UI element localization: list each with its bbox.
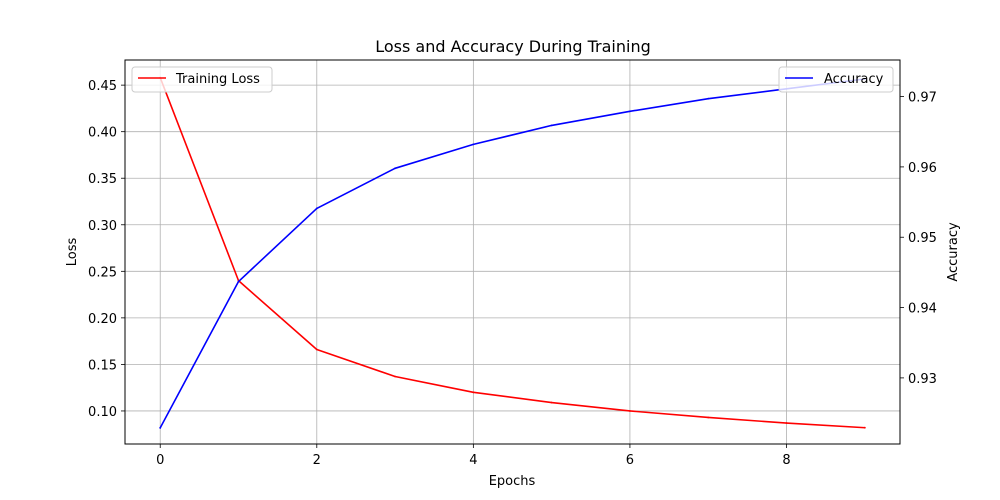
left-y-tick-label: 0.40 — [88, 126, 117, 141]
series-line-training-loss — [159, 76, 866, 429]
right-y-tick-label: 0.97 — [908, 91, 937, 106]
data-point-training-loss — [394, 375, 396, 378]
data-point-accuracy — [707, 97, 710, 100]
data-point-training-loss — [863, 426, 866, 429]
right-y-tick-label: 0.96 — [908, 161, 937, 176]
x-tick-label: 0 — [156, 453, 164, 468]
data-point-training-loss — [629, 410, 631, 412]
data-point-accuracy — [159, 426, 162, 429]
right-y-tick-label: 0.95 — [908, 231, 937, 246]
data-point-accuracy — [237, 280, 240, 283]
right-y-tick-label: 0.94 — [908, 302, 937, 317]
right-y-axis-label: Accuracy — [946, 222, 961, 282]
legend-training-loss-label: Training Loss — [175, 72, 260, 87]
left-y-tick-label: 0.30 — [88, 219, 117, 234]
data-point-training-loss — [550, 401, 553, 404]
left-y-axis-label: Loss — [65, 238, 80, 267]
legend-accuracy-label: Accuracy — [824, 72, 884, 87]
legend-training-loss: Training Loss — [131, 66, 273, 93]
legend-accuracy: Accuracy — [778, 66, 894, 93]
grid-lines — [125, 60, 900, 444]
legend-training-loss-frame — [131, 66, 273, 93]
left-y-tick-label: 0.15 — [88, 358, 117, 373]
chart-title: Loss and Accuracy During Training — [375, 37, 651, 56]
x-tick-label: 8 — [782, 453, 790, 468]
x-tick-label: 6 — [626, 453, 634, 468]
left-y-tick-label: 0.20 — [88, 312, 117, 327]
left-y-tick-label: 0.45 — [88, 79, 117, 94]
left-y-axis-ticks: 0.10 0.15 0.20 0.25 0.30 0.35 0.40 0.45 — [88, 79, 125, 420]
plot-area-frame — [124, 59, 901, 445]
data-point-training-loss — [707, 416, 710, 419]
series-line-accuracy — [159, 78, 866, 429]
data-point-training-loss — [472, 391, 475, 394]
left-y-tick-label: 0.10 — [88, 405, 117, 420]
x-axis-ticks: 0 2 4 6 8 — [156, 444, 791, 468]
x-tick-label: 2 — [313, 453, 321, 468]
series-lines — [159, 76, 866, 429]
data-point-accuracy — [315, 207, 318, 210]
right-y-tick-label: 0.93 — [908, 372, 937, 387]
data-point-accuracy — [629, 110, 631, 113]
left-y-tick-label: 0.35 — [88, 172, 117, 187]
x-axis-label: Epochs — [489, 474, 536, 489]
data-point-training-loss — [315, 348, 318, 351]
data-point-accuracy — [472, 143, 475, 146]
data-point-accuracy — [550, 124, 553, 127]
legend-accuracy-frame — [778, 66, 894, 93]
right-y-axis-ticks: 0.93 0.94 0.95 0.96 0.97 — [900, 91, 937, 387]
data-point-accuracy — [394, 167, 396, 170]
data-point-training-loss — [785, 422, 788, 424]
left-y-tick-label: 0.25 — [88, 265, 117, 280]
x-tick-label: 4 — [469, 453, 477, 468]
